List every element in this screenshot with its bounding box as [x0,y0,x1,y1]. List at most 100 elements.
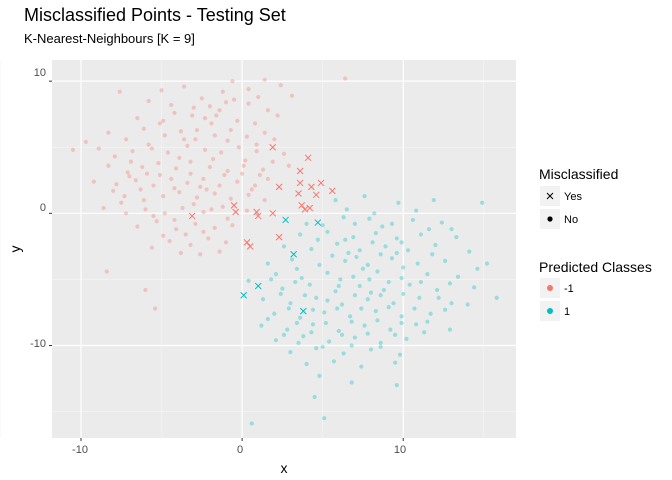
data-point [151,213,156,219]
legend-label: -1 [564,283,574,295]
data-point [304,361,309,367]
data-point [422,330,427,335]
data-point [280,286,285,291]
data-point [365,297,370,302]
data-point [367,216,372,221]
misclassified-point [306,204,314,212]
data-point [333,197,338,203]
data-point [180,205,185,211]
data-point [240,171,245,176]
data-point [426,227,432,232]
data-point [188,171,193,176]
data-point [220,204,225,209]
data-point [343,258,348,263]
data-point [185,143,190,149]
misclassified-point [299,307,307,315]
data-point [191,201,196,207]
data-point [362,194,367,199]
data-point [410,217,415,223]
data-point [161,233,166,238]
data-point [399,275,404,281]
data-point [414,208,419,213]
data-point [177,155,182,160]
data-point [254,142,259,147]
data-point [265,316,270,322]
data-point [106,163,111,168]
data-point [433,242,438,248]
misclassified-point [304,154,312,162]
x-axis-title: x [281,460,288,476]
data-point [449,301,454,306]
cross-stroke [295,190,302,197]
data-point [343,237,348,242]
data-point [339,332,345,338]
data-point [285,327,290,332]
data-point [273,338,279,343]
dot-icon [547,216,553,222]
data-point [378,344,383,349]
data-point [272,137,277,142]
chart-subtitle: K-Nearest-Neighbours [K = 9] [24,31,195,46]
data-point [294,266,299,271]
data-point [317,262,322,267]
x-tick-label: -10 [72,444,88,456]
data-point [230,223,235,228]
data-point [172,186,177,191]
data-point [262,77,267,82]
data-point [399,320,404,326]
data-point [182,84,187,89]
data-point [447,281,453,286]
data-point [269,277,274,282]
data-point [484,261,490,266]
data-point [169,176,174,182]
data-point [161,194,166,199]
data-point [96,146,101,151]
data-point [286,163,291,168]
data-point [299,275,304,281]
misclassified-point [298,202,306,209]
data-point [323,320,328,326]
data-point [396,200,401,205]
data-point [117,89,122,94]
cross-stroke [298,202,306,209]
data-point [212,225,217,230]
legend-label: No [564,214,578,226]
data-point [128,159,134,164]
misclassified-point [275,233,283,241]
data-point [151,183,156,188]
data-point [172,110,177,115]
data-point [394,383,399,388]
cross-stroke [296,179,304,187]
data-point [162,133,167,138]
data-point [447,327,453,332]
data-point [235,179,240,184]
misclassified-point [254,212,262,220]
data-point [212,133,217,138]
data-point [191,105,196,110]
data-point [244,134,250,139]
data-point [335,306,340,311]
data-point [389,221,395,226]
cross-stroke [308,183,315,191]
data-point [111,188,116,193]
data-point [343,76,348,81]
data-point [401,265,406,270]
data-point [325,229,330,234]
cross-stroke [299,307,307,315]
data-point [302,293,308,298]
data-point [325,298,330,303]
data-point [190,113,195,118]
data-point [370,240,375,245]
data-point [133,178,138,183]
data-point [357,283,362,289]
data-point [286,306,291,311]
legend-label: 1 [564,306,570,318]
legend-misclassified: Misclassified Yes No [539,166,618,229]
data-point [404,336,409,341]
data-point [112,154,117,159]
dot-icon [547,285,553,291]
cross-stroke [317,179,325,187]
data-point [273,272,279,277]
data-point [223,100,229,105]
data-point [201,176,206,182]
